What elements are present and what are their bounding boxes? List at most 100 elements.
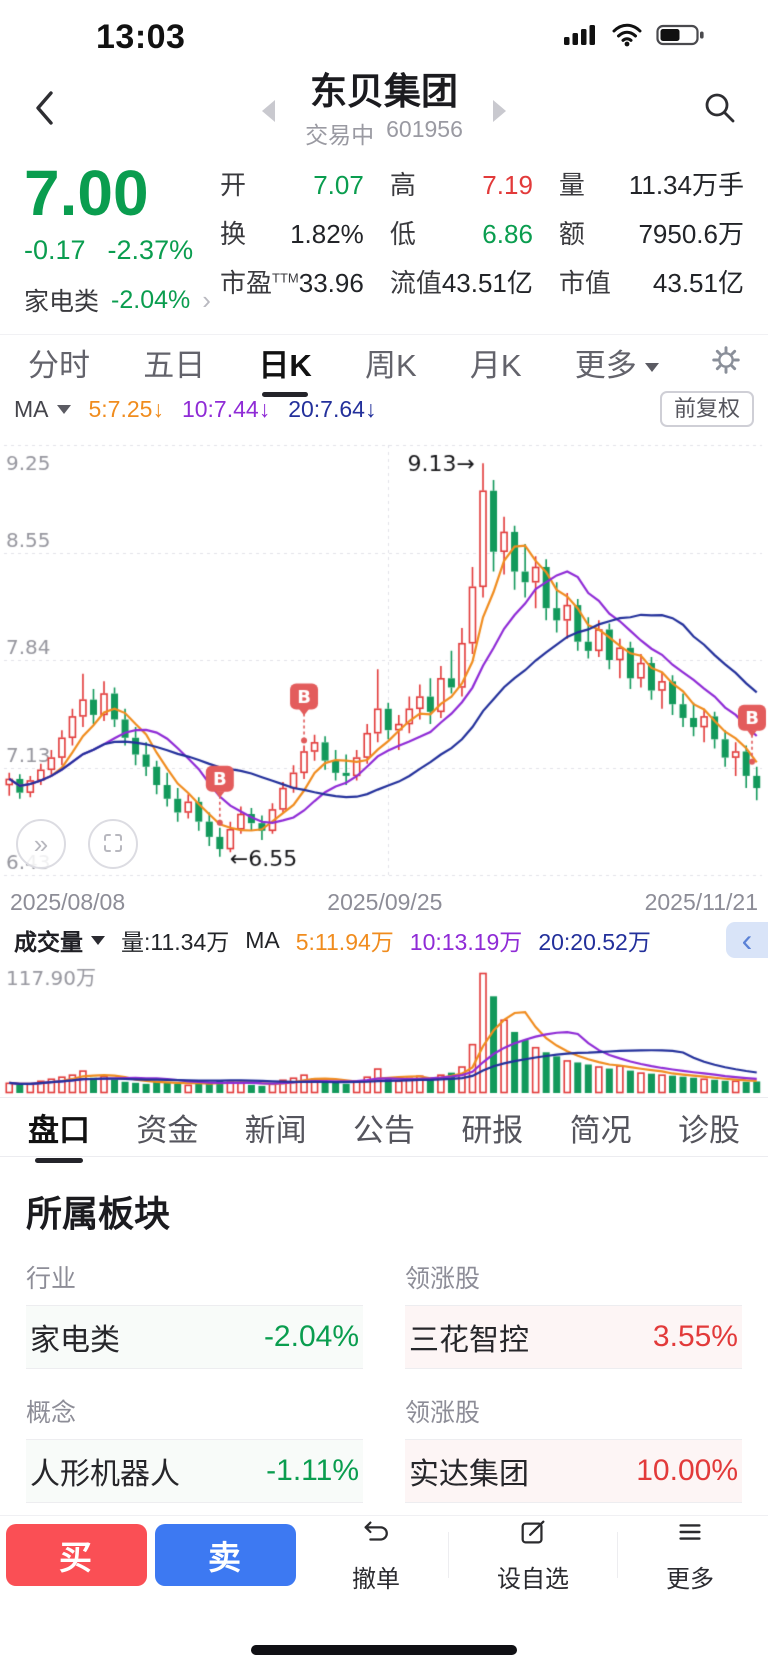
fullscreen-button[interactable] [88,819,138,870]
industry-col: 行业 家电类 -2.04% [26,1243,363,1370]
buy-button[interactable]: 买 [6,1524,147,1587]
ma-selector[interactable]: MA [14,396,71,423]
edit-icon [518,1517,548,1554]
tab-funds[interactable]: 资金 [136,1112,199,1148]
kline-chart-canvas[interactable] [0,429,768,886]
concept-pct: -1.11% [266,1454,359,1488]
back-button[interactable] [22,82,66,138]
tab-weekly-k[interactable]: 周K [365,347,417,383]
volume-ma10-readout: 10:13.19万 [409,929,523,956]
quote-panel: 7.00 -0.17 -2.37% 家电类 -2.04% › 开 7.07 高 7.… [0,154,768,334]
prev-stock-icon[interactable] [262,100,276,122]
more-panels-button[interactable]: » [16,819,66,870]
signal-icon [564,24,598,51]
ma20-readout: 20:7.64↓ [288,395,377,422]
industry-name: 家电类 [30,1324,120,1358]
tab-more-periods[interactable]: 更多 [573,336,661,389]
header: 东贝集团 交易中 601956 [0,68,768,154]
tab-news[interactable]: 新闻 [244,1112,307,1148]
next-stock-icon[interactable] [492,100,506,122]
volume-chart-canvas[interactable] [0,959,768,1098]
tab-research[interactable]: 研报 [461,1112,524,1148]
stat-turnover-rate: 换 1.82% [220,219,364,250]
menu-icon [675,1517,705,1554]
x-label-start: 2025/08/08 [10,888,126,915]
concept-label: 概念 [26,1399,77,1428]
volume-indicator-selector[interactable]: 成交量 [14,923,105,957]
volume-ma5-readout: 5:11.94万 [295,929,394,956]
industry-leader-name: 三花智控 [409,1324,529,1358]
stat-pe-ttm: 市盈TTM 33.96 [220,268,364,299]
detail-tab-bar: 盘口 资金 新闻 公告 研报 简况 诊股 [0,1098,768,1158]
collapse-panel-button[interactable]: ‹ [726,922,768,959]
secondary-actions: 撤单 设自选 更多 [304,1517,762,1594]
sector-link[interactable]: 家电类 -2.04% › [24,282,220,318]
adjust-mode-button[interactable]: 前复权 [659,390,754,428]
period-tab-bar: 分时 五日 日K 周K 月K 更多 [0,334,768,389]
chart-settings-button[interactable] [710,344,742,381]
gear-icon [710,345,742,380]
industry-leader-row[interactable]: 三花智控 3.55% [405,1305,742,1370]
stat-open: 开 7.07 [220,170,364,200]
price-block: 7.00 -0.17 -2.37% 家电类 -2.04% › [24,159,220,318]
search-button[interactable] [696,86,744,134]
ma5-readout: 5:7.25↓ [88,395,164,422]
sell-button[interactable]: 卖 [155,1524,296,1587]
cancel-order-button[interactable]: 撤单 [352,1517,400,1594]
industry-pct: -2.04% [263,1320,359,1354]
industry-row[interactable]: 家电类 -2.04% [26,1305,363,1370]
board-grid: 行业 家电类 -2.04% 领涨股 三花智控 3.55% 概念 人形机器人 -1… [26,1243,742,1504]
chevron-right-icon: › [202,284,211,315]
price-change: -0.17 [24,235,86,266]
volume-ma-label: MA [245,926,280,953]
sector-pct: -2.04% [111,285,191,314]
stock-subtitle: 交易中 601956 [305,116,463,150]
stat-high: 高 7.19 [389,170,533,200]
tab-profile[interactable]: 简况 [569,1112,632,1148]
chevron-down-icon [56,404,71,414]
search-icon [702,90,738,131]
tab-diagnosis[interactable]: 诊股 [677,1112,740,1148]
sector-name: 家电类 [24,288,100,317]
ma10-readout: 10:7.44↓ [181,395,271,422]
tab-intraday[interactable]: 分时 [28,347,90,383]
stat-low: 低 6.86 [389,219,533,250]
quote-stats-grid: 开 7.07 高 7.19 量 11.34万手 换 1.82% 低 6.86 额 7950.… [220,160,744,318]
concept-leader-col: 领涨股 实达集团 10.00% [405,1377,742,1504]
concept-leader-name: 实达集团 [409,1458,529,1492]
chevron-down-icon [644,363,659,372]
tab-announcements[interactable]: 公告 [352,1112,415,1148]
industry-leader-label: 领涨股 [405,1265,481,1294]
back-chevron-icon [31,88,57,133]
divider [448,1532,449,1579]
tab-monthly-k[interactable]: 月K [469,347,522,383]
trade-action-bar: 买 卖 撤单 设自选 [0,1515,768,1594]
more-actions-button[interactable]: 更多 [666,1517,714,1594]
industry-label: 行业 [26,1265,77,1294]
tab-daily-k[interactable]: 日K [256,336,313,389]
add-watchlist-button[interactable]: 设自选 [497,1517,569,1594]
status-time: 13:03 [96,17,186,56]
volume-header: 成交量 量:11.34万 MA 5:11.94万 10:13.19万 20:20… [0,921,768,959]
concept-row[interactable]: 人形机器人 -1.11% [26,1439,363,1504]
x-axis-labels: 2025/08/08 2025/09/25 2025/11/21 [0,885,768,919]
divider [617,1532,618,1579]
stat-amount: 额 7950.6万 [558,219,744,250]
stat-float-cap: 流值 43.51亿 [389,268,533,299]
concept-name: 人形机器人 [30,1458,180,1492]
x-label-end: 2025/11/21 [644,888,758,915]
tab-order-book[interactable]: 盘口 [26,1101,92,1154]
industry-leader-pct: 3.55% [652,1320,738,1354]
home-indicator[interactable] [251,1645,517,1655]
battery-icon [656,23,706,52]
trade-status: 交易中 [305,122,375,149]
chevron-down-icon [91,935,105,945]
stock-detail-screen: 13:03 [0,0,768,1594]
title-wrap: 东贝集团 交易中 601956 [262,71,506,151]
concept-leader-row[interactable]: 实达集团 10.00% [405,1439,742,1504]
undo-icon [361,1517,391,1554]
price-change-row: -0.17 -2.37% [24,235,220,266]
stat-volume: 量 11.34万手 [558,170,744,200]
tab-5day[interactable]: 五日 [143,347,206,383]
kline-chart: » [0,429,768,886]
